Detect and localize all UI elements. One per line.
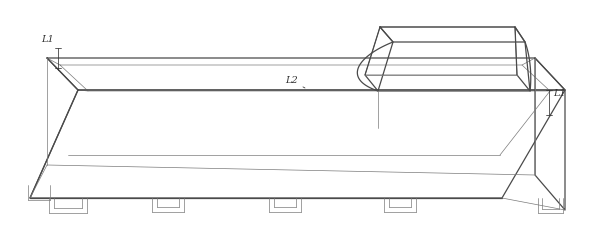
Text: L1: L1 [553,89,566,98]
Text: L1: L1 [41,35,54,44]
Text: L2: L2 [285,76,305,88]
